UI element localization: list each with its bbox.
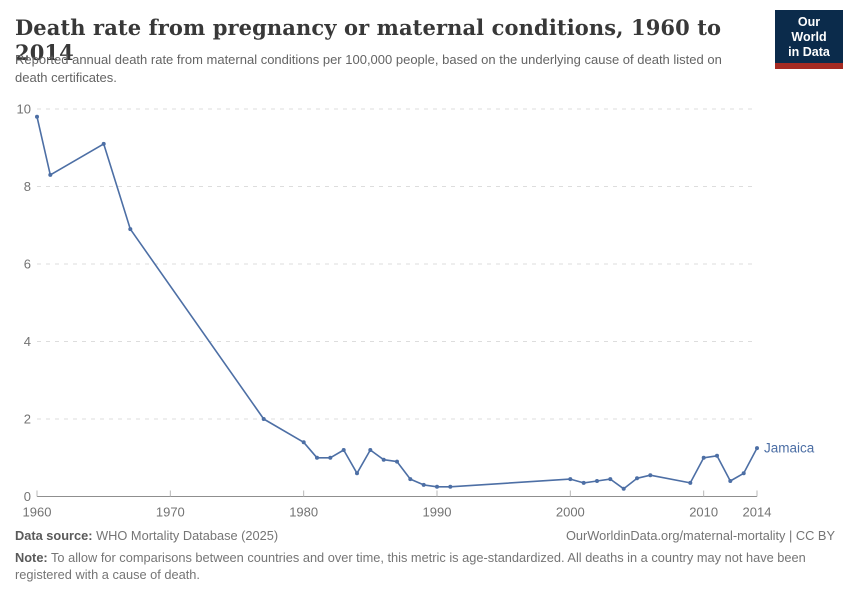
data-point-marker[interactable] (315, 455, 319, 460)
data-point-marker[interactable] (621, 486, 626, 491)
x-tick-label: 2014 (743, 505, 772, 520)
y-tick-label: 10 (17, 102, 31, 117)
owid-logo: Our World in Data (775, 10, 843, 69)
data-point-marker[interactable] (421, 482, 426, 487)
data-point-marker[interactable] (701, 455, 706, 460)
y-tick-label: 0 (24, 489, 31, 504)
line-chart-svg[interactable]: 0 2 4 6 8 10 1960 1970 1980 1990 2000 2010 2014 Jamai… (0, 98, 850, 530)
data-point-marker[interactable] (448, 484, 453, 489)
data-source-value: WHO Mortality Database (2025) (96, 528, 279, 543)
data-point-marker[interactable] (368, 448, 373, 452)
owid-logo-line2: in Data (788, 45, 830, 59)
chart-area[interactable]: 0 2 4 6 8 10 1960 1970 1980 1990 2000 2010 2014 Jamai… (0, 98, 850, 530)
x-tick-label: 1970 (156, 505, 185, 520)
data-point-marker[interactable] (635, 476, 639, 481)
data-point-marker[interactable] (328, 455, 333, 460)
data-source: Data source: WHO Mortality Database (202… (15, 528, 278, 545)
note-text: To allow for comparisons between countri… (15, 549, 806, 582)
chart-subtitle: Reported annual death rate from maternal… (15, 52, 722, 86)
data-point-marker[interactable] (261, 417, 266, 421)
y-tick-label: 8 (24, 179, 31, 194)
data-point-marker[interactable] (435, 484, 439, 489)
data-point-marker[interactable] (648, 473, 653, 478)
data-point-marker[interactable] (608, 477, 613, 482)
owid-citation-link[interactable]: OurWorldinData.org/maternal-mortality | … (565, 528, 835, 543)
data-point-marker[interactable] (728, 479, 733, 483)
data-point-marker[interactable] (741, 471, 746, 476)
data-point-marker[interactable] (101, 141, 106, 146)
x-tick-label: 1980 (289, 505, 318, 520)
y-tick-label: 6 (24, 257, 31, 272)
data-point-marker[interactable] (381, 457, 386, 462)
x-tick-label: 2010 (689, 505, 718, 520)
data-source-label: Data source: (15, 528, 93, 543)
chart-footer: Data source: WHO Mortality Database (202… (15, 528, 835, 584)
page-title: Death rate from pregnancy or maternal co… (15, 15, 722, 65)
data-point-marker[interactable] (341, 448, 346, 452)
owid-logo-line1: Our World (791, 15, 827, 44)
data-point-marker[interactable] (395, 459, 399, 464)
y-tick-label: 4 (24, 334, 31, 349)
series-label: Jamaica (764, 441, 815, 456)
x-tick-label: 1960 (23, 505, 52, 520)
x-tick-label: 2000 (556, 505, 585, 520)
chart-line (36, 115, 758, 490)
data-point-marker[interactable] (581, 480, 586, 485)
data-point-marker[interactable] (301, 440, 306, 445)
y-tick-label: 2 (24, 412, 31, 427)
x-tick-label: 1990 (423, 505, 452, 520)
data-point-marker[interactable] (408, 477, 413, 482)
data-point-marker[interactable] (715, 453, 719, 458)
data-point-marker[interactable] (128, 227, 133, 232)
data-point-marker[interactable] (355, 471, 359, 476)
data-point-marker[interactable] (568, 477, 573, 482)
data-point-marker[interactable] (35, 114, 39, 119)
data-point-marker[interactable] (48, 172, 53, 177)
data-point-marker[interactable] (688, 480, 693, 485)
note-label: Note: (15, 549, 48, 565)
data-point-marker[interactable] (755, 446, 759, 451)
data-point-marker[interactable] (595, 479, 599, 483)
